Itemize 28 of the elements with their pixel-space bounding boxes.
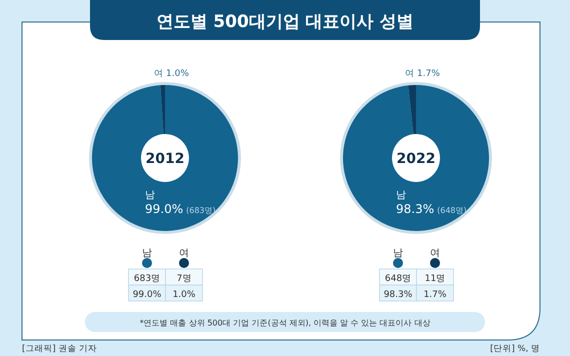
text: 1.7% [424, 290, 447, 300]
slice-label: 남 [396, 190, 406, 201]
category-label: 여 [430, 248, 440, 259]
text: 683명 [134, 274, 160, 284]
text: 99.0% [132, 290, 162, 300]
text: 98.3% [384, 290, 413, 300]
data-label: 1.7% [417, 69, 440, 79]
text: 연도별 500대기업 대표이사 성별 [156, 12, 414, 32]
text: 7명 [176, 274, 192, 284]
text: [단위] %, 명 [490, 344, 540, 354]
text: 11명 [424, 274, 446, 284]
text: *연도별 매출 상위 500대 기업 기준(공석 제외), 이력을 알 수 있는 대표이사 대상 [140, 318, 430, 328]
text: (648명) [437, 206, 467, 215]
text: 648명 [384, 274, 412, 284]
text: [그래픽] 권솔 기자 [22, 344, 98, 354]
slice-label: 여 [154, 69, 163, 79]
text: 2022 [396, 151, 436, 167]
category-label: 여 [179, 248, 189, 259]
data-label: 98.3% [396, 202, 434, 216]
text: 1.0% [172, 290, 196, 300]
data-label: 99.0% [145, 202, 184, 216]
slice-label: 여 [405, 69, 414, 79]
text: (683명) [186, 206, 216, 215]
text: 2012 [146, 151, 184, 167]
data-label: 1.0% [166, 69, 190, 79]
slice-label: 남 [142, 248, 152, 259]
slice-label: 남 [145, 190, 155, 201]
slice-label: 남 [393, 248, 403, 259]
